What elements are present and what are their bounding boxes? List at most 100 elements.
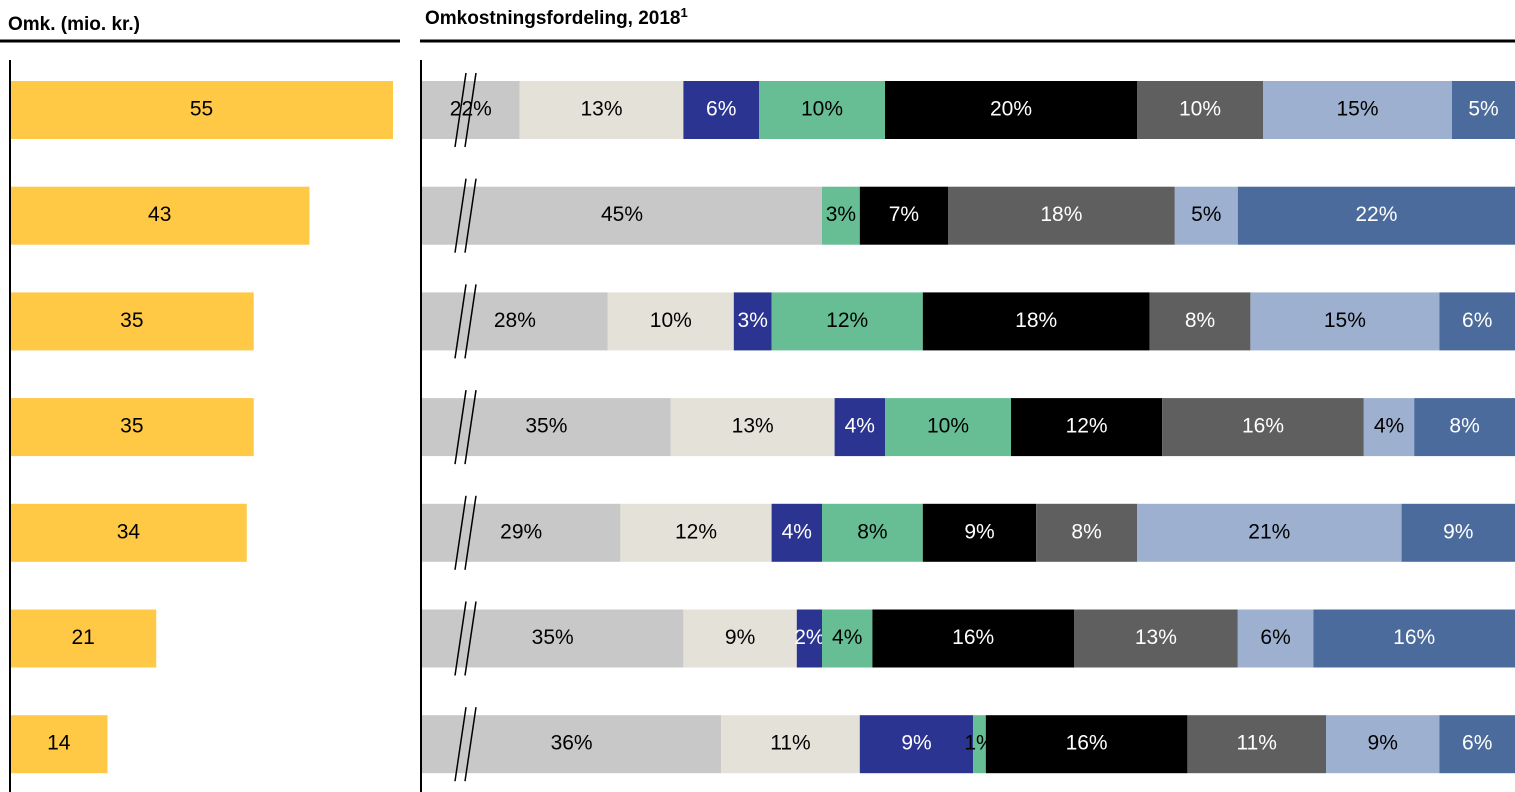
segment bbox=[1174, 186, 1238, 245]
segment bbox=[822, 503, 923, 562]
segment-label: 18% bbox=[1015, 309, 1057, 332]
segment bbox=[834, 398, 885, 457]
segment bbox=[607, 292, 734, 351]
segment bbox=[922, 503, 1037, 562]
axis-break bbox=[464, 601, 477, 676]
segment-label: 4% bbox=[832, 626, 862, 649]
segment-label: 16% bbox=[952, 626, 994, 649]
segment bbox=[1439, 715, 1515, 774]
segment-label: 6% bbox=[1260, 626, 1290, 649]
axis-break bbox=[464, 72, 477, 148]
segment-label: 6% bbox=[1462, 309, 1492, 332]
segment-label: 8% bbox=[857, 520, 887, 543]
bar bbox=[11, 186, 310, 245]
segment bbox=[1011, 398, 1163, 457]
segment-label: 13% bbox=[732, 415, 774, 438]
segment bbox=[683, 81, 759, 139]
segment-label: 20% bbox=[990, 98, 1032, 121]
segment-label: 45% bbox=[601, 203, 643, 226]
segment-label: 8% bbox=[1185, 309, 1215, 332]
segment bbox=[1313, 609, 1515, 668]
segment-label: 9% bbox=[1443, 520, 1473, 543]
bar-label: 21 bbox=[71, 626, 94, 649]
axis-break bbox=[454, 707, 467, 782]
segment-label: 35% bbox=[532, 626, 574, 649]
segment-label: 4% bbox=[1374, 415, 1404, 438]
segment-label: 36% bbox=[551, 732, 593, 755]
segment-label: 5% bbox=[1468, 98, 1498, 121]
segment-label: 11% bbox=[770, 732, 810, 755]
title-text: Omkostningsfordeling, 2018 bbox=[425, 8, 681, 29]
bar-label: 43 bbox=[148, 203, 171, 226]
segment-label: 13% bbox=[1135, 626, 1177, 649]
bar bbox=[11, 609, 157, 668]
segment-label: 10% bbox=[1179, 98, 1221, 121]
segment-label: 3% bbox=[738, 309, 768, 332]
segment bbox=[422, 503, 621, 562]
segment-label: 21% bbox=[1248, 520, 1290, 543]
right-title: Omkostningsfordeling, 20181 bbox=[425, 5, 688, 29]
segment-label: 12% bbox=[1066, 415, 1108, 438]
segment bbox=[1137, 81, 1263, 139]
axis-break bbox=[454, 284, 467, 359]
bar bbox=[11, 715, 108, 774]
segment bbox=[872, 609, 1074, 668]
segment-label: 10% bbox=[927, 415, 969, 438]
axis-break bbox=[464, 389, 477, 465]
axis-break bbox=[464, 284, 477, 359]
segment bbox=[796, 609, 822, 668]
segment-label: 22% bbox=[1355, 203, 1397, 226]
segment-label: 9% bbox=[964, 520, 994, 543]
segment bbox=[620, 503, 772, 562]
segment-label: 16% bbox=[1242, 415, 1284, 438]
axis-break bbox=[464, 178, 477, 253]
left-title: Omk. (mio. kr.) bbox=[8, 14, 140, 35]
segment-label: 9% bbox=[725, 626, 755, 649]
segment bbox=[1137, 503, 1402, 562]
title-footnote: 1 bbox=[681, 5, 688, 20]
segment-label: 4% bbox=[845, 415, 875, 438]
segment bbox=[885, 81, 1137, 139]
segment bbox=[1263, 81, 1452, 139]
segment bbox=[519, 81, 684, 139]
segment bbox=[1036, 503, 1137, 562]
segment-label: 35% bbox=[525, 415, 567, 438]
axis-break bbox=[454, 601, 467, 676]
segment-label: 10% bbox=[801, 98, 843, 121]
segment-label: 29% bbox=[500, 520, 542, 543]
segment-label: 16% bbox=[1393, 626, 1435, 649]
axis-break bbox=[454, 495, 467, 570]
segment bbox=[1401, 503, 1515, 562]
bar bbox=[11, 292, 254, 351]
axis-break bbox=[464, 495, 477, 570]
segment bbox=[1452, 81, 1515, 139]
bar-label: 35 bbox=[120, 309, 143, 332]
segment-label: 16% bbox=[1066, 732, 1108, 755]
segment-label: 9% bbox=[1368, 732, 1398, 755]
segment-label: 28% bbox=[494, 309, 536, 332]
segment bbox=[822, 186, 860, 245]
segment bbox=[422, 186, 822, 245]
segment-label: 18% bbox=[1040, 203, 1082, 226]
segment bbox=[771, 503, 822, 562]
axis-break bbox=[454, 72, 467, 148]
segment-label: 12% bbox=[826, 309, 868, 332]
axis-break bbox=[454, 178, 467, 253]
segment-label: 3% bbox=[826, 203, 856, 226]
segment bbox=[1237, 186, 1515, 245]
segment bbox=[1237, 609, 1314, 668]
segment-label: 11% bbox=[1236, 732, 1276, 755]
segment-label: 7% bbox=[889, 203, 919, 226]
segment bbox=[1439, 292, 1515, 351]
axis-break bbox=[454, 389, 467, 465]
bar-label: 14 bbox=[47, 732, 71, 755]
segment-label: 13% bbox=[580, 98, 622, 121]
bar-label: 34 bbox=[117, 520, 141, 543]
segment-label: 8% bbox=[1449, 415, 1479, 438]
segment bbox=[759, 81, 885, 139]
segment-label: 6% bbox=[1462, 732, 1492, 755]
bar bbox=[11, 503, 247, 562]
segment bbox=[948, 186, 1175, 245]
segment bbox=[922, 292, 1150, 351]
bar-label: 35 bbox=[120, 415, 143, 438]
